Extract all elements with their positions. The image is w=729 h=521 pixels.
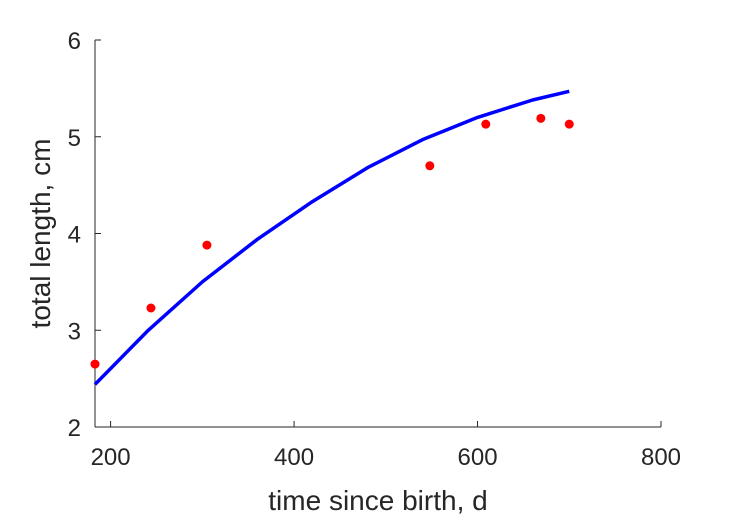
x-tick-label: 600 — [458, 444, 498, 471]
data-point — [146, 303, 156, 313]
data-point — [425, 161, 435, 171]
y-tick-label: 5 — [68, 125, 81, 152]
x-axis-label: time since birth, d — [268, 485, 487, 516]
x-tick-label: 200 — [91, 444, 131, 471]
data-point — [202, 240, 212, 250]
y-tick-label: 6 — [68, 28, 81, 55]
y-tick-label: 3 — [68, 318, 81, 345]
x-tick-label: 800 — [641, 444, 681, 471]
data-point — [564, 119, 574, 129]
y-tick-label: 4 — [68, 222, 81, 249]
data-point — [90, 359, 100, 369]
series-layer — [90, 89, 574, 386]
data-point — [536, 113, 546, 123]
y-axis-label: total length, cm — [25, 139, 56, 329]
y-ticks: 2 3 4 5 6 — [68, 28, 101, 442]
x-tick-label: 400 — [274, 444, 314, 471]
y-tick-label: 2 — [68, 415, 81, 442]
data-point — [481, 119, 491, 129]
axes — [94, 40, 661, 428]
x-ticks: 200 400 600 800 — [91, 421, 681, 471]
fit-curve — [93, 89, 570, 386]
